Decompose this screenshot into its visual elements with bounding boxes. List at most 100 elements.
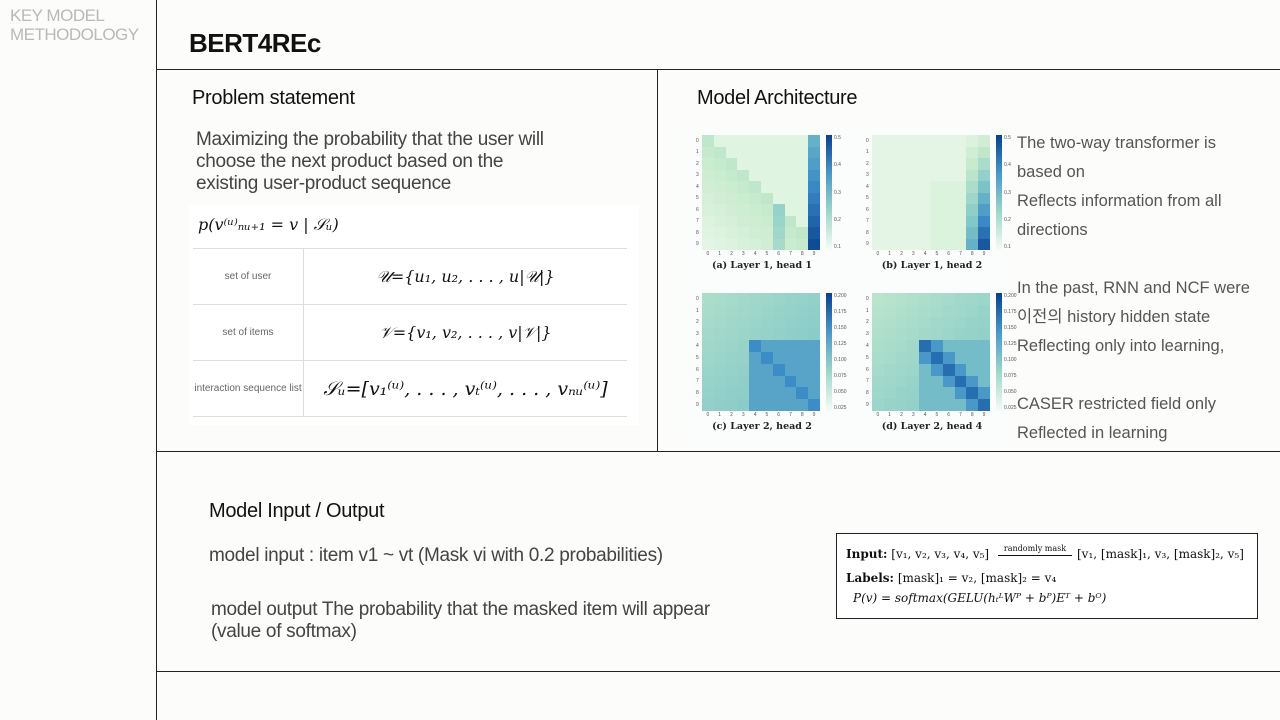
model-input-text: model input : item v1 ~ vt (Mask vi with… (209, 545, 663, 566)
heatmap-cell (919, 238, 931, 250)
heatmap-cell (725, 146, 738, 158)
x-tick-label: 4 (753, 412, 757, 418)
heatmap-cell (942, 192, 955, 204)
sidebar-title: KEY MODEL METHODOLOGY (10, 6, 139, 44)
heatmap-cell (966, 227, 979, 239)
heatmap-cell (808, 146, 820, 158)
x-tick-label: 1 (718, 412, 722, 418)
x-tick-label: 0 (706, 251, 710, 257)
heatmap-cell (796, 204, 809, 216)
heatmap-cell (784, 227, 797, 239)
heatmap-cell (761, 215, 773, 227)
heatmap-cell (966, 215, 979, 227)
heatmap-cell (872, 204, 884, 216)
arch-text-line: Reflecting only into learning, (1017, 337, 1225, 355)
heatmap-cell (737, 181, 750, 193)
heatmap-colorbar (996, 293, 1002, 411)
heatmap-cell (954, 169, 967, 181)
heatmap-cell (931, 227, 943, 239)
heatmap-cell (725, 135, 738, 147)
arch-text-line: Reflected in learning (1017, 424, 1168, 442)
heatmap-cell (725, 215, 738, 227)
heatmap-layer1-head2: 0 1 2 3 4 5 6 7 8 9 0 1 2 3 4 5 6 7 8 9 0.5 0.4 0.3 0.2 0.1 (b) L… (850, 125, 1011, 280)
x-tick-label: 0 (876, 412, 880, 418)
heatmap-cell (808, 399, 820, 411)
heatmap-y-ticks: 0 1 2 3 4 5 6 7 8 9 (696, 135, 699, 250)
heatmap-cell (978, 204, 990, 216)
y-tick-label: 3 (866, 172, 869, 179)
heatmap-cell (883, 158, 896, 170)
formula-table: p(v⁽ᵘ⁾ₙᵤ₊₁ = v | 𝒮ᵤ) set of user 𝒰={u₁, … (189, 205, 639, 425)
heatmap-cell (883, 304, 896, 317)
heatmap-cell (749, 375, 761, 388)
y-tick-label: 7 (696, 218, 699, 225)
heatmap-cell (737, 135, 750, 147)
heatmap-cell (966, 238, 979, 250)
heatmap-cell (784, 158, 797, 170)
y-tick-label: 1 (696, 307, 699, 314)
heatmap-cell (808, 387, 820, 400)
y-tick-label: 4 (866, 183, 869, 190)
heatmap-cell (883, 146, 896, 158)
heatmap-cell (737, 204, 750, 216)
heatmap-cell (919, 316, 931, 329)
model-output-text: model output The probability that the ma… (211, 599, 710, 643)
heatmap-cell (772, 146, 785, 158)
bottom-divider (156, 671, 1280, 672)
heatmap-cell (907, 293, 920, 305)
heatmap-cell (702, 158, 714, 170)
heatmap-cell (919, 328, 931, 341)
heatmap-cell (966, 316, 979, 329)
heatmap-cell (737, 293, 750, 305)
heatmap-cell (808, 340, 820, 352)
heatmap-cell (954, 227, 967, 239)
heatmap-cell (784, 352, 797, 364)
heatmap-cell (883, 169, 896, 181)
heatmap-cell (883, 316, 896, 329)
x-tick-label: 7 (959, 412, 962, 418)
x-tick-label: 5 (765, 412, 769, 418)
heatmap-cell (761, 227, 773, 239)
heatmap-cell (919, 399, 931, 411)
x-tick-label: 2 (730, 251, 733, 257)
heatmap-cell (796, 328, 809, 341)
heatmap-cell (883, 215, 896, 227)
heatmap-cell (872, 215, 884, 227)
heatmap-cell (808, 328, 820, 341)
heatmap-cell (725, 363, 738, 376)
x-tick-label: 3 (741, 251, 745, 257)
heatmap-cell (713, 387, 726, 400)
colorbar-tick-label: 0.1 (834, 244, 841, 250)
heatmap-cell (907, 169, 920, 181)
heatmap-cell (713, 169, 726, 181)
heatmap-cell (931, 204, 943, 216)
heatmap-caption: (c) Layer 2, head 2 (712, 421, 812, 432)
x-tick-label: 8 (800, 412, 804, 418)
heatmap-cell (931, 238, 943, 250)
y-tick-label: 4 (696, 343, 699, 350)
io-labels-label: Labels: (846, 571, 894, 585)
heatmap-cell (942, 304, 955, 317)
heatmap-cell (942, 158, 955, 170)
heatmap-cell (907, 215, 920, 227)
heatmap-cell (872, 192, 884, 204)
heatmap-cell (966, 340, 979, 352)
x-tick-label: 6 (777, 251, 781, 257)
heatmap-cell (907, 363, 920, 376)
x-tick-label: 2 (900, 251, 903, 257)
heatmap-cell (954, 238, 967, 250)
heatmap-cell (895, 304, 908, 317)
heatmap-cell (772, 340, 785, 352)
heatmap-cell (954, 304, 967, 317)
heatmap-cell (772, 387, 785, 400)
arch-text-line: CASER restricted field only (1017, 395, 1216, 413)
colorbar-ticks: 0.200 0.175 0.150 0.125 0.100 0.075 0.050 0.025 (1004, 293, 1017, 411)
heatmap-cell (725, 158, 738, 170)
x-tick-label: 3 (741, 412, 745, 418)
colorbar-tick-label: 0.050 (834, 389, 847, 395)
heatmap-cell (872, 304, 884, 317)
heatmap-cell (725, 387, 738, 400)
heatmap-cell (702, 352, 714, 364)
y-tick-label: 2 (866, 160, 869, 167)
heatmap-cell (725, 352, 738, 364)
